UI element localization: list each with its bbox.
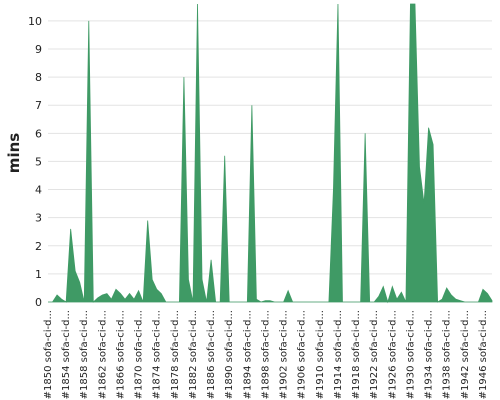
y-tick-label: 2: [35, 240, 42, 253]
x-tick-label: #1854 sofa-ci-d...: [61, 310, 72, 399]
y-tick-label: 0: [35, 296, 42, 309]
x-tick-label: #1914 sofa-ci-d...: [333, 310, 344, 399]
x-tick-label: #1850 sofa-ci-d...: [43, 310, 54, 399]
x-tick-label: #1882 sofa-ci-d...: [188, 310, 199, 399]
x-tick-label: #1870 sofa-ci-d...: [134, 310, 145, 399]
x-tick-label: #1894 sofa-ci-d...: [242, 310, 253, 399]
x-tick-label: #1866 sofa-ci-d...: [115, 310, 126, 399]
x-tick-label: #1926 sofa-ci-d...: [387, 310, 398, 399]
x-tick-label: #1922 sofa-ci-d...: [369, 310, 380, 399]
x-tick-label: #1890 sofa-ci-d...: [224, 310, 235, 399]
x-tick-label: #1906 sofa-ci-d...: [297, 310, 308, 399]
x-tick-label: #1934 sofa-ci-d...: [424, 310, 435, 399]
y-tick-labels: 0 1 2 3 4 5 6 7 8 9 10: [28, 15, 42, 309]
y-tick-label: 10: [28, 15, 42, 28]
x-tick-label: #1886 sofa-ci-d...: [206, 310, 217, 399]
y-tick-label: 4: [35, 184, 42, 197]
x-tick-label: #1938 sofa-ci-d...: [442, 310, 453, 399]
y-tick-label: 6: [35, 127, 42, 140]
gridlines: [48, 20, 492, 303]
x-tick-label: #1902 sofa-ci-d...: [279, 310, 290, 399]
series-area: [48, 3, 493, 304]
x-tick-label: #1942 sofa-ci-d...: [460, 310, 471, 399]
y-tick-label: 8: [35, 71, 42, 84]
y-tick-label: 3: [35, 212, 42, 225]
x-tick-labels: #1850 sofa-ci-d... #1854 sofa-ci-d... #185…: [43, 310, 489, 399]
y-tick-label: 5: [35, 155, 42, 168]
x-tick-label: #1878 sofa-ci-d...: [170, 310, 181, 399]
x-tick-label: #1946 sofa-ci-d...: [478, 310, 489, 399]
y-axis-title: mins: [5, 133, 23, 173]
y-tick-label: 7: [35, 99, 42, 112]
x-tick-label: #1918 sofa-ci-d...: [351, 310, 362, 399]
series-area-group: [48, 3, 493, 304]
x-tick-label: #1910 sofa-ci-d...: [315, 310, 326, 399]
x-tick-label: #1862 sofa-ci-d...: [97, 310, 108, 399]
x-tick-label: #1898 sofa-ci-d...: [260, 310, 271, 399]
x-tick-label: #1858 sofa-ci-d...: [79, 310, 90, 399]
x-tick-label: #1930 sofa-ci-d...: [405, 310, 416, 399]
y-tick-label: 9: [35, 43, 42, 56]
y-tick-label: 1: [35, 268, 42, 281]
x-tick-label: #1874 sofa-ci-d...: [152, 310, 163, 399]
